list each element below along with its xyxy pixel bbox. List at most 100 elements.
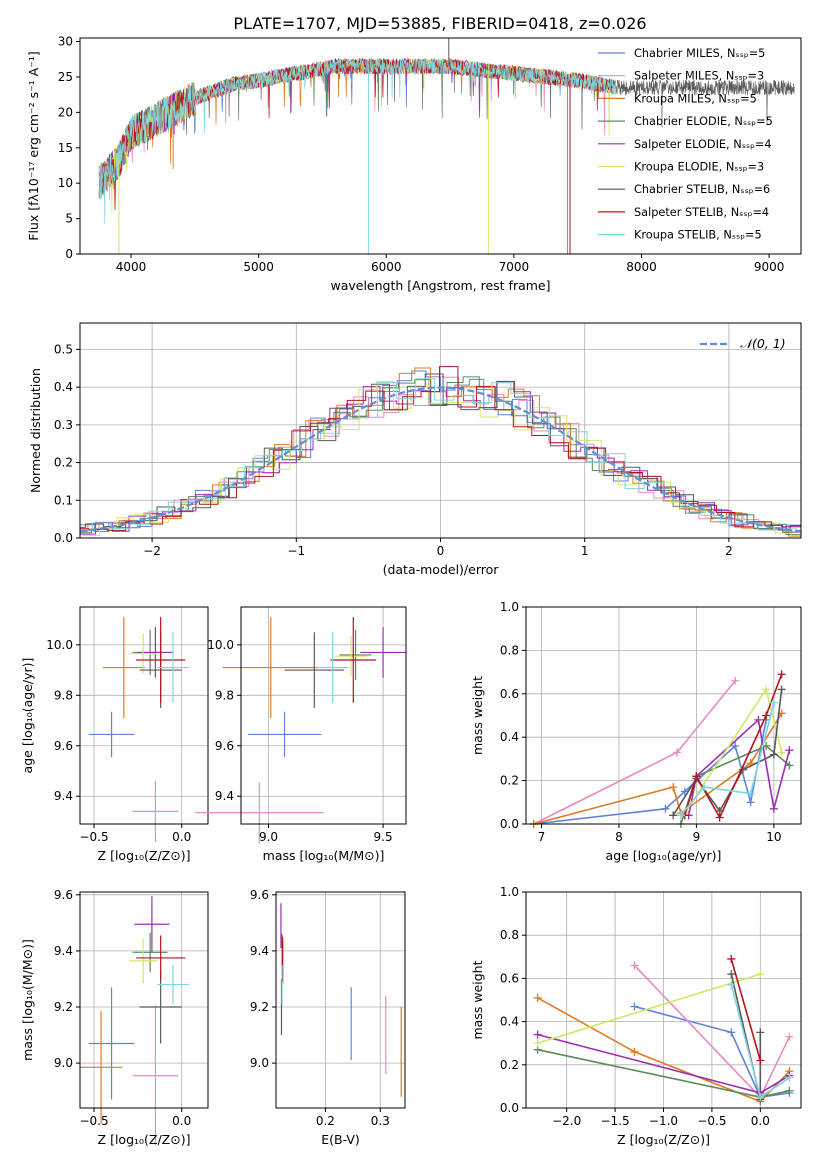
y-axis-label: mass weight xyxy=(470,960,485,1039)
spectrum-series-line xyxy=(98,57,617,225)
y-tick-label: 0.8 xyxy=(500,643,519,657)
legend-entry: Kroupa STELIB, Nₛₛₚ=5 xyxy=(634,229,762,242)
legend-entry: Chabrier MILES, Nₛₛₚ=5 xyxy=(634,47,765,60)
y-axis-label: age [log₁₀(age/yr)] xyxy=(20,658,35,774)
y-tick-label: 0.2 xyxy=(500,1058,519,1072)
axes-frame xyxy=(79,606,209,825)
x-tick-label: 9000 xyxy=(754,260,785,274)
x-tick-label: 0.0 xyxy=(172,1114,191,1128)
x-tick-label: 9 xyxy=(693,830,701,844)
y-tick-label: 1.0 xyxy=(500,885,519,899)
weight-point-marker xyxy=(785,1073,794,1082)
y-tick-label: 5 xyxy=(65,212,73,226)
x-tick-label: 9.5 xyxy=(374,830,393,844)
mass-vs-extinction-panel: 0.2 0.3 9.0 9.2 9.4 9.6 E(B-V) xyxy=(250,888,406,1147)
x-axis-label: Z [log₁₀(Z/Z⊙)] xyxy=(98,1132,191,1147)
histogram-step-line xyxy=(80,373,801,533)
x-tick-label: 8 xyxy=(615,830,623,844)
weight-point-marker xyxy=(630,1047,639,1056)
mass-vs-metallicity-panel: −0.5 0.0 9.0 9.2 9.4 9.6 Z [log₁₀(Z/Z⊙)] mass [… xyxy=(20,888,209,1147)
y-tick-label: 0.8 xyxy=(500,928,519,942)
x-axis-label: E(B-V) xyxy=(321,1132,360,1147)
legend-entry: Kroupa MILES, Nₛₛₚ=5 xyxy=(634,92,757,105)
x-tick-label: −0.5 xyxy=(79,1114,108,1128)
weight-point-marker xyxy=(676,811,685,820)
weight-point-marker xyxy=(673,748,682,757)
x-tick-label: 0 xyxy=(437,544,445,558)
y-tick-label: 0.4 xyxy=(500,1015,519,1029)
y-tick-label: 9.0 xyxy=(250,1056,269,1070)
y-tick-label: 9.4 xyxy=(215,789,234,803)
y-tick-label: 25 xyxy=(58,70,73,84)
legend-entry: Chabrier ELODIE, Nₛₛₚ=5 xyxy=(634,115,773,128)
x-tick-label: −1.0 xyxy=(649,1114,678,1128)
y-tick-label: 0.0 xyxy=(500,1101,519,1115)
y-tick-label: 0.4 xyxy=(54,380,73,394)
histogram-step-line xyxy=(80,378,801,531)
y-tick-label: 9.4 xyxy=(54,944,73,958)
y-tick-label: 0.3 xyxy=(54,418,73,432)
weight-point-marker xyxy=(769,698,778,707)
y-tick-label: 9.6 xyxy=(54,739,73,753)
y-axis-label: Flux [fλ10⁻¹⁷ erg cm⁻² s⁻¹ A⁻¹] xyxy=(26,51,41,240)
weight-point-marker xyxy=(754,715,763,724)
weight-point-marker xyxy=(669,783,678,792)
weight-point-marker xyxy=(715,813,724,822)
y-tick-label: 9.6 xyxy=(215,739,234,753)
weight-point-marker xyxy=(533,993,542,1002)
x-tick-label: 2 xyxy=(725,544,733,558)
y-tick-label: 9.4 xyxy=(54,789,73,803)
x-tick-label: 5000 xyxy=(243,260,274,274)
weight-point-marker xyxy=(727,980,736,989)
weight-series-line xyxy=(730,958,762,1061)
x-tick-label: −1.5 xyxy=(601,1114,630,1128)
histogram-step-line xyxy=(80,376,801,531)
weight-point-marker xyxy=(700,783,709,792)
y-tick-label: 0.6 xyxy=(500,971,519,985)
weight-point-marker xyxy=(533,1030,542,1039)
y-tick-label: 0.2 xyxy=(54,456,73,470)
weight-point-marker xyxy=(777,748,786,757)
weight-point-marker xyxy=(727,970,736,979)
weight-point-marker xyxy=(756,1028,765,1037)
weight-point-marker xyxy=(777,685,786,694)
weight-point-marker xyxy=(669,811,678,820)
residual-histogram-panel: −2 −1 0 1 2 0.0 0.1 0.2 0.3 0.4 0.5 (data-model)/er… xyxy=(28,322,802,577)
legend-entry: Chabrier STELIB, Nₛₛₚ=6 xyxy=(634,183,770,196)
figure-title: PLATE=1707, MJD=53885, FIBERID=0418, z=0… xyxy=(233,14,646,33)
weight-series-line xyxy=(533,719,767,825)
axes-frame xyxy=(240,606,407,825)
y-axis-label: mass [log₁₀(M/M⊙)] xyxy=(20,939,35,1061)
x-tick-label: 0.2 xyxy=(316,1114,335,1128)
y-tick-label: 10.0 xyxy=(46,638,73,652)
weight-point-marker xyxy=(785,746,794,755)
weight-point-marker xyxy=(785,1032,794,1041)
y-tick-label: 10.0 xyxy=(207,638,234,652)
weight-series-line xyxy=(687,718,791,816)
weight-point-marker xyxy=(731,676,740,685)
x-axis-label: mass [log₁₀(M/M⊙)] xyxy=(263,848,385,863)
legend-entry: Salpeter MILES, Nₛₛₚ=3 xyxy=(634,70,764,83)
x-axis-label: wavelength [Angstrom, rest frame] xyxy=(330,278,550,293)
x-tick-label: 8000 xyxy=(626,260,657,274)
x-tick-label: 7000 xyxy=(499,260,530,274)
x-tick-label: 4000 xyxy=(116,260,147,274)
legend-entry: Salpeter STELIB, Nₛₛₚ=4 xyxy=(634,206,769,219)
x-tick-label: −1 xyxy=(287,544,305,558)
age-vs-mass-panel: 9.0 9.5 9.4 9.6 9.8 10.0 mass [log₁₀(M/M⊙)] xyxy=(195,606,407,863)
weight-point-marker xyxy=(769,750,778,759)
y-tick-label: 0.6 xyxy=(500,687,519,701)
weight-point-marker xyxy=(762,685,771,694)
y-tick-label: 9.0 xyxy=(54,1056,73,1070)
weight-point-marker xyxy=(630,1002,639,1011)
x-tick-label: −2 xyxy=(143,544,161,558)
x-tick-label: 0.0 xyxy=(172,830,191,844)
weight-series-line xyxy=(537,973,761,1044)
weight-series-line xyxy=(533,680,736,825)
x-tick-label: 7 xyxy=(538,830,546,844)
age-vs-metallicity-panel: −0.5 0.0 9.4 9.6 9.8 10.0 Z [log₁₀(Z/Z⊙)] age [… xyxy=(20,606,209,863)
weight-point-marker xyxy=(727,1028,736,1037)
x-axis-label: age [log₁₀(age/yr)] xyxy=(606,848,722,863)
axes-frame xyxy=(79,891,209,1109)
